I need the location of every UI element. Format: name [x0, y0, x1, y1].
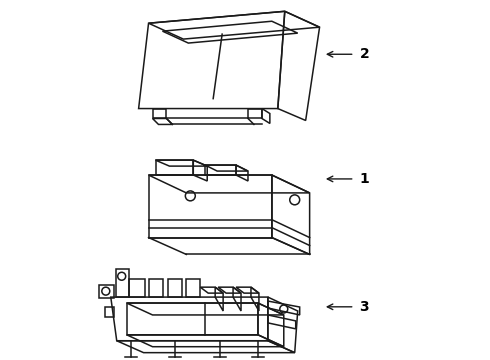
Text: 2: 2 [360, 47, 369, 61]
Text: 3: 3 [360, 300, 369, 314]
Text: 1: 1 [360, 172, 369, 186]
